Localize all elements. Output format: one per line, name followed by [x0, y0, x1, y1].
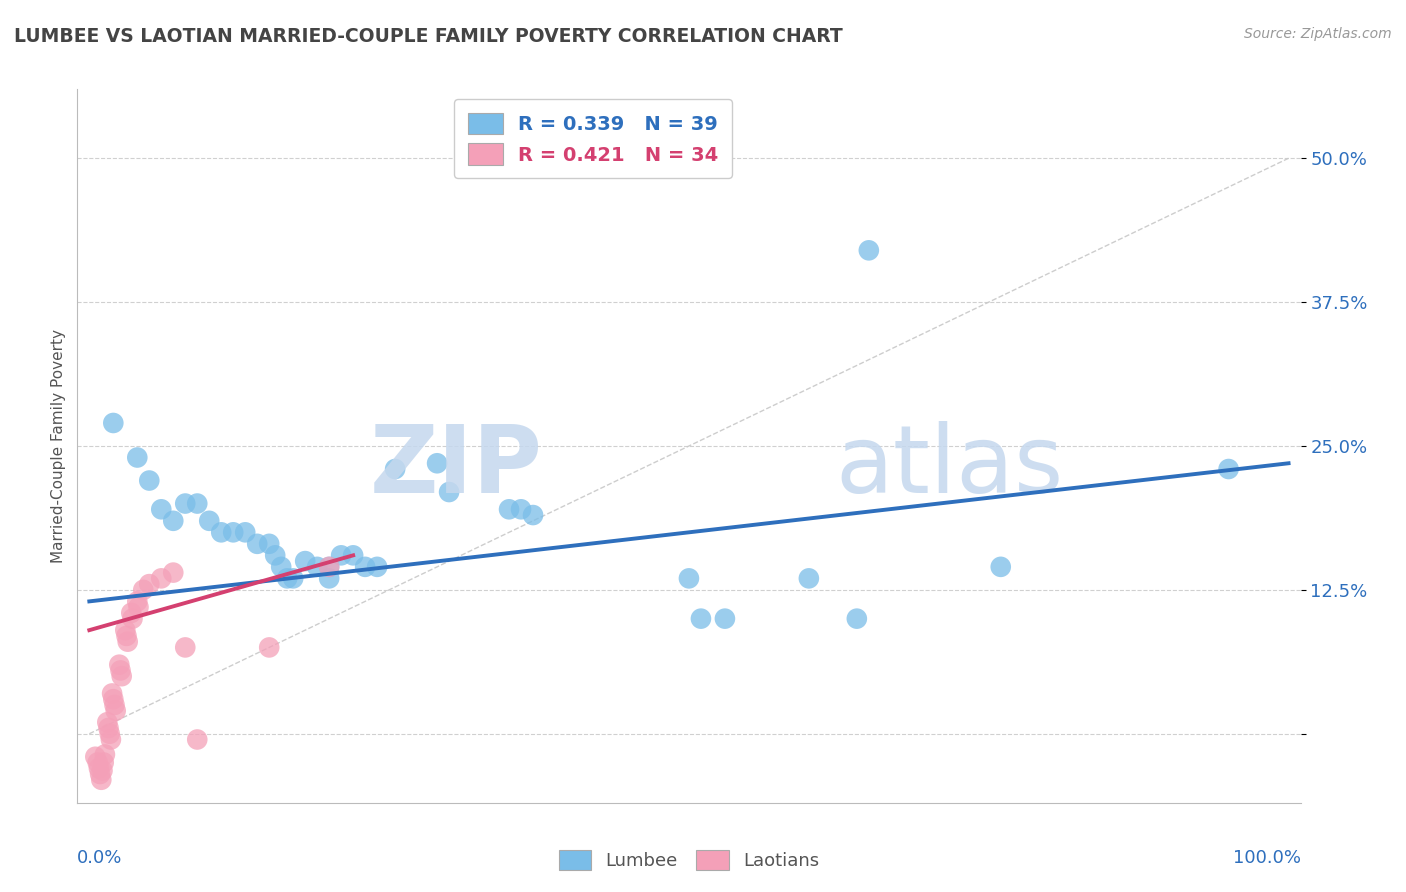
Point — [246, 537, 269, 551]
Point — [498, 502, 520, 516]
Point — [110, 664, 132, 678]
Point — [678, 571, 700, 585]
Point — [104, 704, 127, 718]
Point — [318, 571, 340, 585]
Text: Source: ZipAtlas.com: Source: ZipAtlas.com — [1244, 27, 1392, 41]
Text: LUMBEE VS LAOTIAN MARRIED-COUPLE FAMILY POVERTY CORRELATION CHART: LUMBEE VS LAOTIAN MARRIED-COUPLE FAMILY … — [14, 27, 842, 45]
Point — [91, 764, 114, 778]
Point — [1218, 462, 1240, 476]
Point — [96, 715, 118, 730]
Y-axis label: Married-Couple Family Poverty: Married-Couple Family Poverty — [51, 329, 66, 563]
Point — [990, 559, 1012, 574]
Point — [294, 554, 316, 568]
Point — [162, 514, 184, 528]
Point — [115, 629, 138, 643]
Text: atlas: atlas — [835, 421, 1064, 514]
Point — [522, 508, 544, 522]
Point — [97, 721, 120, 735]
Point — [87, 761, 110, 775]
Point — [342, 549, 364, 563]
Point — [132, 582, 155, 597]
Point — [103, 416, 125, 430]
Point — [198, 514, 221, 528]
Point — [90, 772, 112, 787]
Point — [858, 244, 880, 258]
Point — [276, 571, 298, 585]
Point — [120, 606, 142, 620]
Point — [384, 462, 406, 476]
Point — [366, 559, 388, 574]
Point — [264, 549, 287, 563]
Point — [100, 732, 122, 747]
Point — [93, 756, 115, 770]
Point — [127, 594, 149, 608]
Point — [127, 450, 149, 465]
Point — [101, 686, 124, 700]
Point — [257, 537, 280, 551]
Point — [108, 657, 131, 672]
Point — [114, 623, 136, 637]
Point — [209, 525, 232, 540]
Point — [257, 640, 280, 655]
Text: 0.0%: 0.0% — [77, 849, 122, 867]
Point — [318, 559, 340, 574]
Point — [98, 727, 121, 741]
Point — [84, 749, 107, 764]
Point — [354, 559, 377, 574]
Point — [86, 756, 108, 770]
Point — [89, 767, 111, 781]
Point — [186, 497, 208, 511]
Point — [103, 692, 125, 706]
Point — [318, 559, 340, 574]
Legend: Lumbee, Laotians: Lumbee, Laotians — [550, 841, 828, 880]
Point — [174, 640, 197, 655]
Point — [150, 571, 173, 585]
Point — [690, 612, 713, 626]
Point — [117, 634, 139, 648]
Point — [121, 612, 143, 626]
Text: ZIP: ZIP — [370, 421, 543, 514]
Point — [283, 571, 305, 585]
Point — [714, 612, 737, 626]
Point — [162, 566, 184, 580]
Point — [797, 571, 820, 585]
Point — [307, 559, 329, 574]
Point — [103, 698, 125, 712]
Text: 100.0%: 100.0% — [1233, 849, 1301, 867]
Point — [437, 485, 460, 500]
Point — [510, 502, 533, 516]
Point — [426, 456, 449, 470]
Point — [138, 474, 160, 488]
Point — [845, 612, 868, 626]
Point — [127, 600, 149, 615]
Point — [138, 577, 160, 591]
Point — [233, 525, 256, 540]
Point — [270, 559, 292, 574]
Point — [150, 502, 173, 516]
Point — [94, 747, 117, 762]
Point — [222, 525, 245, 540]
Point — [186, 732, 208, 747]
Point — [111, 669, 134, 683]
Point — [174, 497, 197, 511]
Point — [330, 549, 353, 563]
